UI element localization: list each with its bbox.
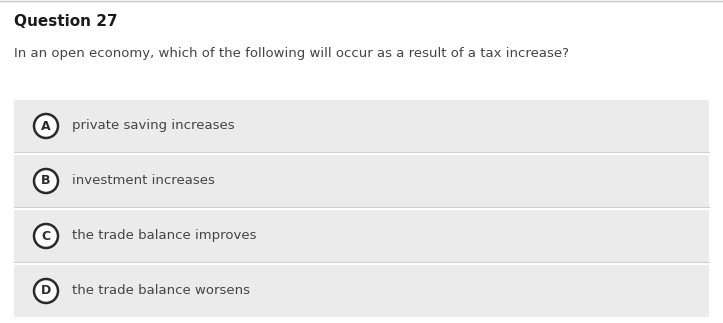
Text: D: D xyxy=(41,285,51,297)
FancyBboxPatch shape xyxy=(14,210,709,262)
Text: In an open economy, which of the following will occur as a result of a tax incre: In an open economy, which of the followi… xyxy=(14,47,569,60)
Text: B: B xyxy=(41,174,51,187)
Circle shape xyxy=(34,224,58,248)
Text: the trade balance worsens: the trade balance worsens xyxy=(72,285,250,297)
FancyBboxPatch shape xyxy=(14,155,709,207)
Circle shape xyxy=(34,279,58,303)
Circle shape xyxy=(34,169,58,193)
Text: investment increases: investment increases xyxy=(72,174,215,187)
Text: private saving increases: private saving increases xyxy=(72,120,235,132)
Text: C: C xyxy=(41,230,51,243)
Text: the trade balance improves: the trade balance improves xyxy=(72,230,257,243)
FancyBboxPatch shape xyxy=(14,265,709,317)
Circle shape xyxy=(34,114,58,138)
FancyBboxPatch shape xyxy=(14,100,709,152)
Text: A: A xyxy=(41,120,51,132)
Text: Question 27: Question 27 xyxy=(14,14,118,29)
